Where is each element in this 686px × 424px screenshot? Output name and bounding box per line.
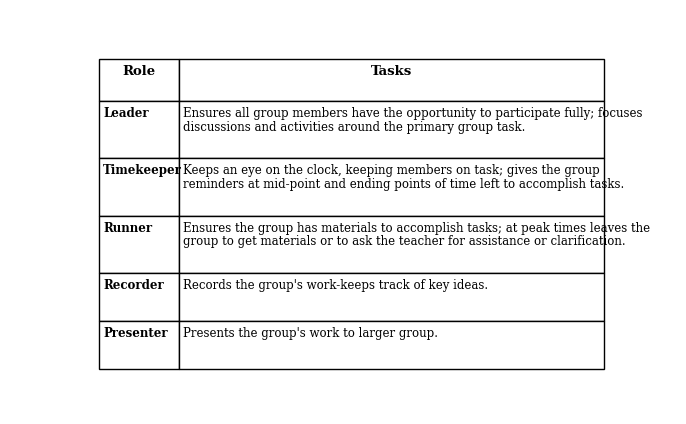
Text: Role: Role	[122, 65, 156, 78]
Bar	[179, 273, 604, 321]
Text: Records the group's work-keeps track of key ideas.: Records the group's work-keeps track of …	[183, 279, 488, 292]
Text: Ensures all group members have the opportunity to participate fully; focuses: Ensures all group members have the oppor…	[183, 107, 643, 120]
Bar	[179, 321, 604, 369]
Bar	[99, 273, 179, 321]
Bar	[179, 158, 604, 216]
Text: Presents the group's work to larger group.: Presents the group's work to larger grou…	[183, 327, 438, 340]
Text: Recorder: Recorder	[104, 279, 164, 292]
Text: Ensures the group has materials to accomplish tasks; at peak times leaves the: Ensures the group has materials to accom…	[183, 222, 650, 234]
Text: Runner: Runner	[104, 222, 152, 234]
Text: Timekeeper: Timekeeper	[104, 164, 182, 177]
Bar	[99, 158, 179, 216]
Text: group to get materials or to ask the teacher for assistance or clarification.: group to get materials or to ask the tea…	[183, 235, 626, 248]
Text: Keeps an eye on the clock, keeping members on task; gives the group: Keeps an eye on the clock, keeping membe…	[183, 164, 600, 177]
Text: Tasks: Tasks	[371, 65, 412, 78]
Bar	[179, 59, 604, 101]
Bar	[99, 101, 179, 158]
Bar	[179, 216, 604, 273]
Bar	[99, 321, 179, 369]
Text: Presenter: Presenter	[104, 327, 168, 340]
Text: discussions and activities around the primary group task.: discussions and activities around the pr…	[183, 120, 525, 134]
Text: reminders at mid-point and ending points of time left to accomplish tasks.: reminders at mid-point and ending points…	[183, 178, 624, 191]
Bar	[99, 59, 179, 101]
Bar	[99, 216, 179, 273]
Text: Leader: Leader	[104, 107, 149, 120]
Bar	[179, 101, 604, 158]
